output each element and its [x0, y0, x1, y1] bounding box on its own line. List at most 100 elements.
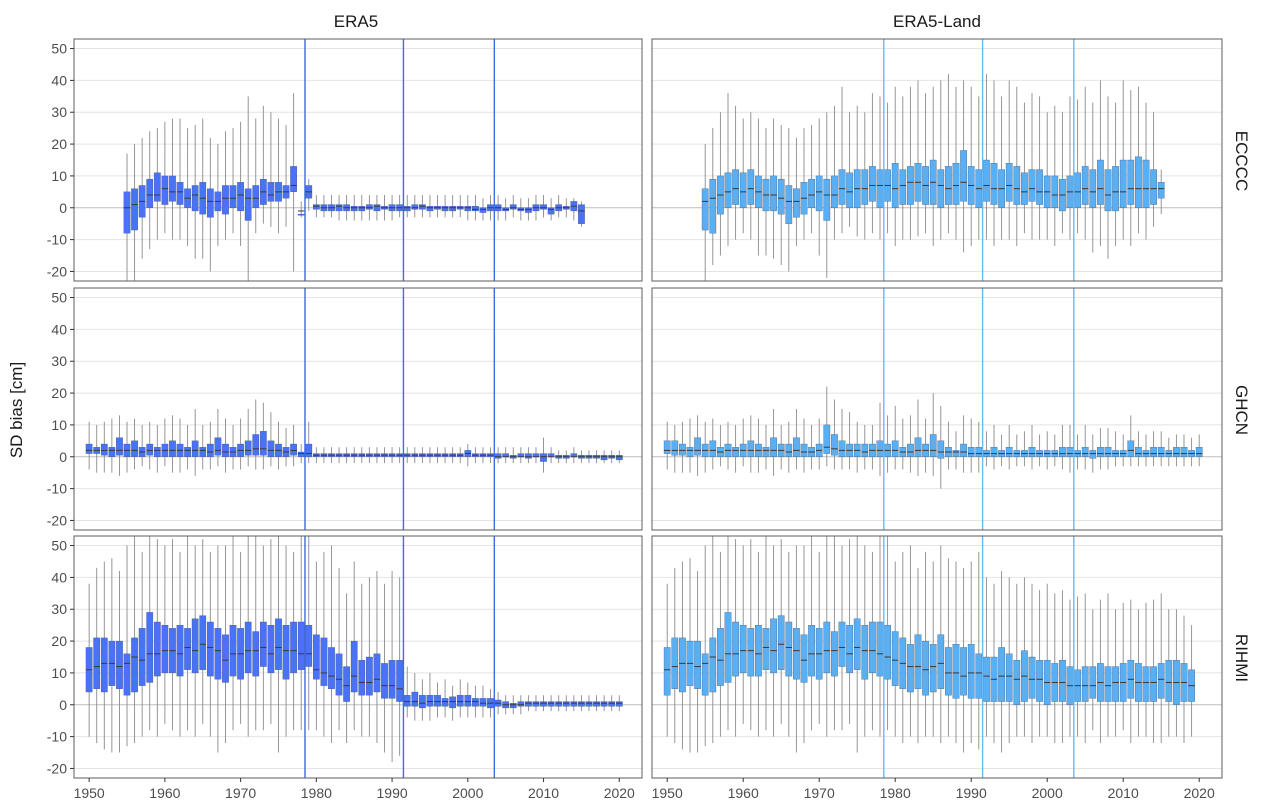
box-2013: [562, 198, 570, 218]
box-2011: [547, 198, 555, 221]
box-2016: [585, 450, 593, 464]
box-body: [578, 204, 585, 224]
box-body: [93, 637, 101, 689]
box-1964: [770, 409, 777, 476]
box-1976: [282, 545, 290, 737]
box-2000: [1043, 583, 1051, 737]
box-1962: [755, 118, 762, 256]
box-body: [1066, 447, 1074, 457]
box-1994: [998, 434, 1005, 467]
box-body: [525, 453, 532, 459]
box-body: [305, 625, 313, 667]
box-2008: [525, 447, 532, 464]
box-1951: [671, 424, 679, 473]
y-tick-label: 50: [51, 538, 67, 554]
box-1993: [411, 672, 419, 721]
box-body: [525, 701, 532, 707]
box-1957: [138, 137, 146, 259]
box-body: [1142, 159, 1150, 208]
box-1976: [861, 424, 869, 470]
box-body: [509, 204, 517, 210]
box-1991: [975, 96, 983, 240]
box-body: [252, 185, 260, 208]
box-1983: [335, 567, 343, 731]
box-1982: [907, 86, 914, 240]
box-1978: [297, 536, 305, 731]
box-1991: [396, 195, 404, 218]
box-1967: [214, 144, 222, 246]
box-body: [206, 188, 214, 218]
box-body: [297, 451, 305, 457]
x-tick-label: 1980: [880, 785, 911, 801]
box-2015: [578, 450, 585, 464]
x-tick-label: 2020: [604, 785, 635, 801]
box-2003: [1066, 424, 1074, 473]
box-1973: [838, 409, 846, 470]
box-1975: [275, 536, 282, 753]
box-1989: [381, 447, 388, 464]
box-body: [547, 701, 555, 707]
box-1978: [297, 444, 305, 464]
box-1989: [381, 583, 388, 753]
box-body: [967, 447, 975, 457]
box-1998: [1028, 583, 1036, 743]
box-2007: [517, 695, 525, 715]
x-tick-label: 1950: [74, 785, 105, 801]
box-body: [1028, 169, 1036, 202]
box-1990: [967, 418, 975, 473]
box-1953: [686, 418, 694, 473]
box-body: [419, 695, 426, 709]
box-1996: [1013, 86, 1021, 246]
box-1961: [169, 415, 176, 473]
box-1968: [800, 545, 808, 743]
box-1966: [785, 551, 793, 737]
box-body: [679, 637, 686, 693]
box-body: [312, 204, 320, 210]
box-1989: [960, 567, 967, 753]
box-body: [600, 455, 608, 461]
box-2013: [1142, 434, 1150, 467]
box-1996: [1013, 583, 1021, 737]
y-tick-label: -20: [47, 263, 67, 279]
box-1959: [153, 424, 161, 473]
box-2014: [570, 198, 578, 221]
box-2002: [1059, 424, 1066, 470]
y-tick-label: 10: [51, 168, 67, 184]
box-1995: [1005, 577, 1013, 743]
box-1956: [131, 418, 138, 470]
box-body: [138, 628, 146, 686]
box-1973: [838, 86, 846, 234]
box-2004: [494, 692, 502, 715]
y-tick-label: 30: [51, 104, 67, 120]
box-body: [1127, 440, 1135, 457]
box-1977: [869, 424, 876, 470]
box-2002: [479, 198, 487, 221]
box-2006: [509, 447, 517, 464]
box-1970: [815, 418, 823, 470]
box-body: [762, 628, 770, 670]
box-2010: [540, 437, 547, 473]
box-1968: [800, 128, 808, 240]
box-1973: [259, 545, 267, 731]
box-2019: [1188, 437, 1195, 467]
box-1962: [755, 551, 762, 737]
box-body: [1089, 450, 1097, 459]
y-tick-label: -10: [47, 481, 67, 497]
box-1952: [100, 421, 108, 473]
box-1991: [975, 421, 983, 473]
box-1997: [1021, 577, 1028, 737]
box-body: [608, 701, 616, 707]
box-2019: [608, 695, 616, 712]
box-body: [615, 701, 623, 707]
panel-ghcn-era5-land: [651, 287, 1223, 531]
box-1969: [229, 128, 237, 234]
box-body: [320, 637, 328, 686]
box-1978: [876, 536, 884, 737]
box-1998: [1028, 424, 1036, 470]
box-1964: [770, 545, 777, 737]
box-1966: [206, 551, 214, 737]
box-1993: [411, 447, 419, 464]
box-body: [176, 182, 184, 205]
box-1975: [853, 105, 861, 237]
box-body: [724, 172, 732, 208]
